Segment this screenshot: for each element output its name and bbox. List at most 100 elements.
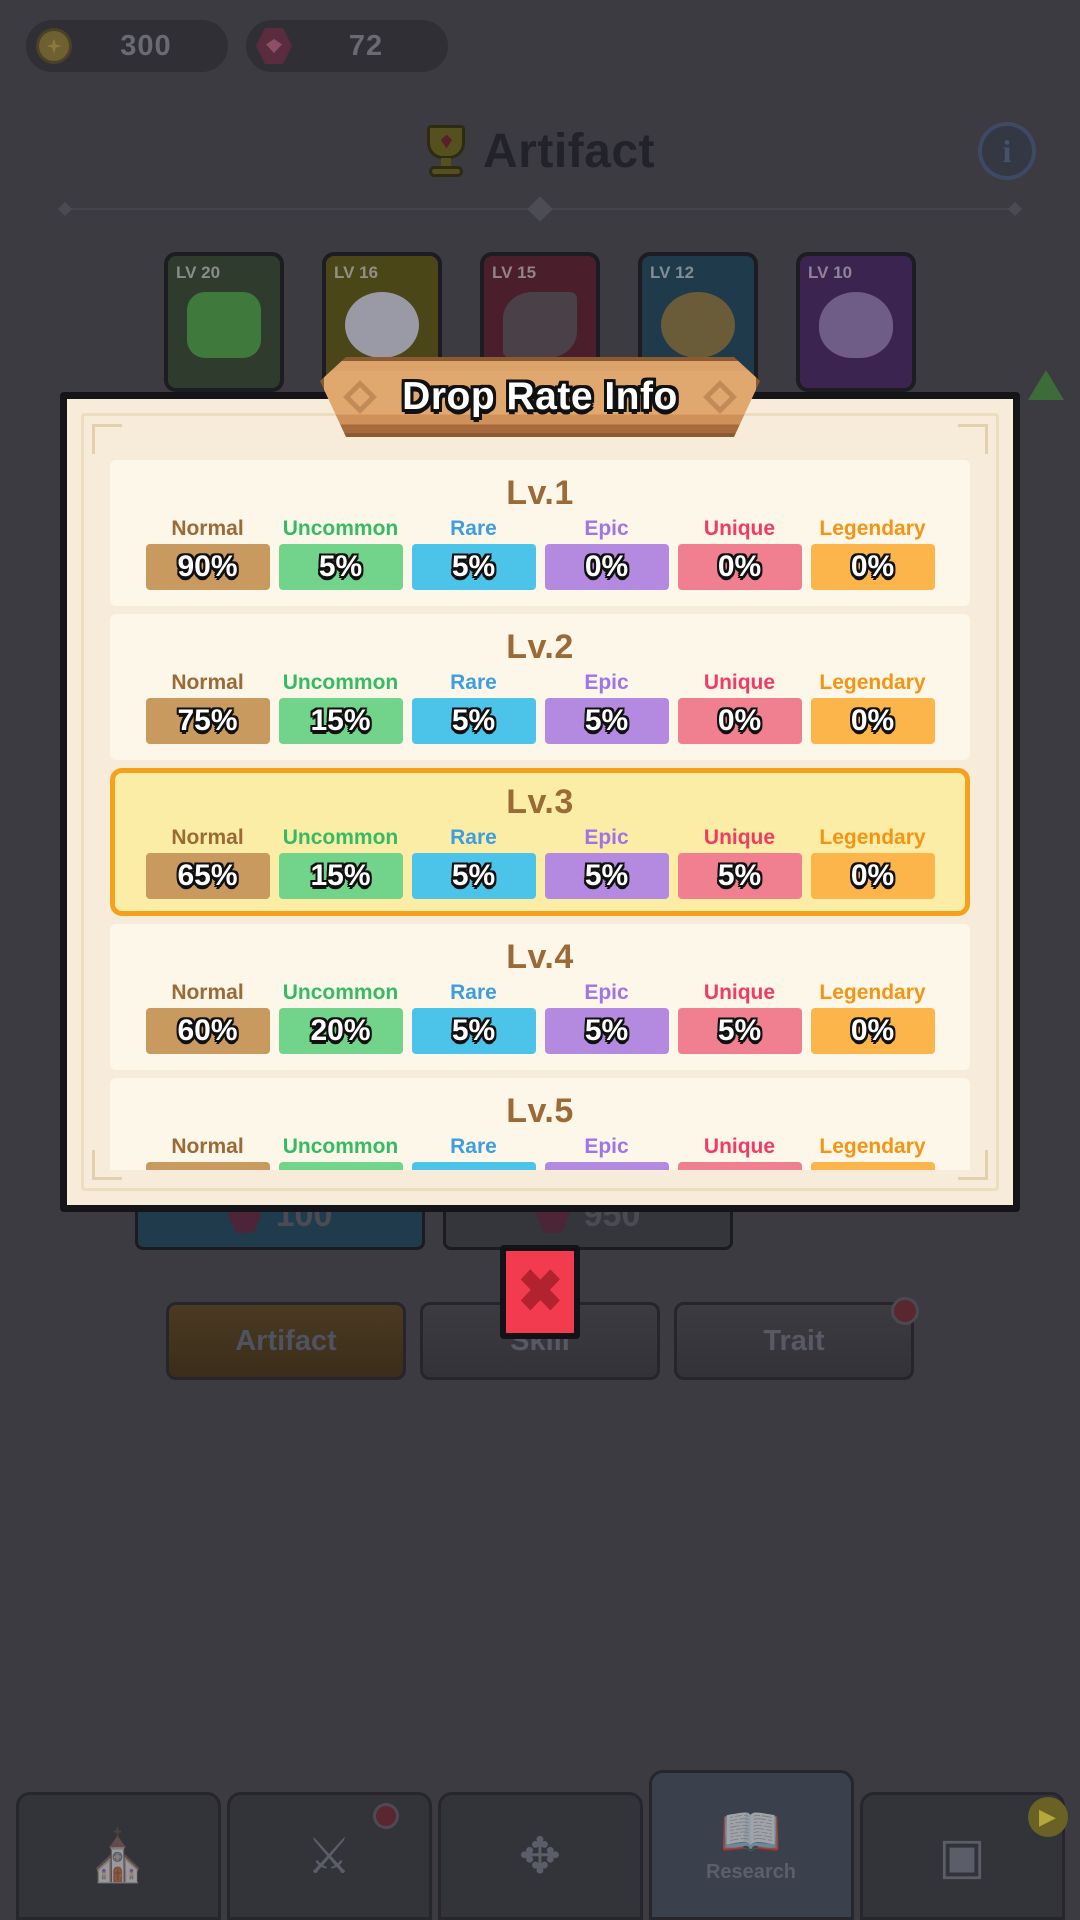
rarity-name: Unique <box>703 826 776 849</box>
rarity-column-unique: Unique 0% <box>677 671 802 744</box>
mirror-icon <box>819 291 893 358</box>
rarity-rate-value: 5% <box>677 853 802 899</box>
rarity-rate-value: 5% <box>544 1162 669 1170</box>
rarity-name: Unique <box>703 671 776 694</box>
level-list[interactable]: Lv.1 Normal 90% Uncommon 5% Rare 5% Epic 0% Uniqu… <box>110 460 970 1170</box>
rarity-rate-value: 5% <box>411 544 536 590</box>
category-tab-row: Artifact Skill Trait <box>0 1297 1080 1380</box>
gold-coin-icon <box>36 28 72 64</box>
level-row[interactable]: Lv.5Normal55%Uncommon20%Rare10%Epic5%Uni… <box>110 1078 970 1170</box>
rarity-name: Uncommon <box>282 671 399 694</box>
scroll-up-arrow-icon[interactable] <box>1028 370 1064 400</box>
rarity-grid: Normal 60% Uncommon 20% Rare 5% Epic 5% Unique 5%… <box>110 981 970 1054</box>
rarity-column-rare: Rare 10% <box>411 1135 536 1170</box>
nav-item-weapons[interactable]: ✥ <box>437 1792 643 1920</box>
amulet-icon <box>661 291 735 358</box>
rarity-rate-value: 0% <box>810 698 935 744</box>
notification-dot-icon <box>372 1803 399 1829</box>
close-button[interactable]: ✖ <box>500 1245 580 1339</box>
rarity-name: Epic <box>584 981 629 1004</box>
modal-inner-frame: Lv.1 Normal 90% Uncommon 5% Rare 5% Epic 0% Uniqu… <box>81 413 999 1191</box>
notification-dot-icon <box>891 1297 919 1325</box>
gem-currency-pill[interactable]: 72 <box>246 20 448 72</box>
artifact-card-level: LV 15 <box>492 263 537 282</box>
page-title: Artifact <box>482 125 656 178</box>
rarity-name: Rare <box>450 826 497 849</box>
artifact-card[interactable]: LV 10 <box>796 252 916 392</box>
level-row[interactable]: Lv.1 Normal 90% Uncommon 5% Rare 5% Epic 0% Uniqu… <box>110 460 970 606</box>
rarity-name: Uncommon <box>282 981 399 1004</box>
gold-amount: 300 <box>120 29 172 62</box>
rarity-name: Legendary <box>819 671 926 694</box>
rarity-grid: Normal 65% Uncommon 15% Rare 5% Epic 5% Unique 5%… <box>115 826 965 899</box>
rarity-name: Normal <box>171 1135 244 1158</box>
corner-ornament <box>92 424 122 454</box>
chest-icon: ▣ <box>938 1828 986 1884</box>
nav-item-chest[interactable]: ▣ ▶ <box>859 1792 1068 1920</box>
rarity-name: Uncommon <box>282 1135 399 1158</box>
rarity-rate-value: 75% <box>145 698 270 744</box>
rarity-name: Epic <box>584 671 629 694</box>
rarity-rate-value: 65% <box>145 853 270 899</box>
level-row[interactable]: Lv.4 Normal 60% Uncommon 20% Rare 5% Epic 5% Uniq… <box>110 924 970 1070</box>
rarity-column-uncommon: Uncommon 20% <box>278 1135 403 1170</box>
equip-icon: ⚔ <box>306 1828 352 1884</box>
close-icon: ✖ <box>516 1259 564 1324</box>
rarity-column-uncommon: Uncommon 15% <box>278 826 403 899</box>
modal-title-banner: Drop Rate Info <box>320 357 760 437</box>
info-icon[interactable]: i <box>978 122 1036 180</box>
tab-trait[interactable]: Trait <box>674 1297 919 1380</box>
rarity-name: Legendary <box>819 826 926 849</box>
rarity-grid: Normal 75% Uncommon 15% Rare 5% Epic 5% Unique 0%… <box>110 671 970 744</box>
rarity-rate-value: 0% <box>810 1162 935 1170</box>
divider-diamond-icon <box>527 196 553 222</box>
level-row[interactable]: Lv.3 Normal 65% Uncommon 15% Rare 5% Epic 5% Uniq… <box>110 768 970 916</box>
book-icon: 📖 <box>719 1803 783 1860</box>
diamond-ornament-icon <box>703 380 737 414</box>
rarity-rate-value: 0% <box>810 853 935 899</box>
rarity-rate-value: 15% <box>278 853 403 899</box>
info-icon-glyph: i <box>1002 132 1012 169</box>
rarity-name: Normal <box>171 517 244 540</box>
rarity-column-normal: Normal 65% <box>145 826 270 899</box>
rarity-column-uncommon: Uncommon 20% <box>278 981 403 1054</box>
nav-item-research-label: Research <box>705 1860 797 1883</box>
rarity-column-legendary: Legendary 0% <box>810 1135 935 1170</box>
rarity-column-uncommon: Uncommon 5% <box>278 517 403 590</box>
rarity-column-normal: Normal 60% <box>145 981 270 1054</box>
rarity-name: Rare <box>450 1135 497 1158</box>
tab-artifact[interactable]: Artifact <box>166 1302 406 1380</box>
rarity-column-legendary: Legendary 0% <box>810 517 935 590</box>
rarity-rate-value: 60% <box>145 1008 270 1054</box>
nav-item-research[interactable]: 📖 Research <box>648 1770 854 1920</box>
rarity-name: Epic <box>584 1135 629 1158</box>
rarity-column-epic: Epic 5% <box>544 826 669 899</box>
rarity-column-legendary: Legendary 0% <box>810 981 935 1054</box>
rarity-column-normal: Normal 55% <box>145 1135 270 1170</box>
corner-ornament <box>958 424 988 454</box>
rarity-rate-value: 5% <box>677 1162 802 1170</box>
rarity-column-legendary: Legendary 0% <box>810 671 935 744</box>
rarity-name: Normal <box>171 981 244 1004</box>
rarity-name: Epic <box>584 517 629 540</box>
modal-title: Drop Rate Info <box>402 375 678 418</box>
play-icon[interactable]: ▶ <box>1027 1797 1068 1837</box>
level-row[interactable]: Lv.2 Normal 75% Uncommon 15% Rare 5% Epic 5% Uniq… <box>110 614 970 760</box>
artifact-card[interactable]: LV 20 <box>164 252 284 392</box>
rarity-rate-value: 20% <box>278 1008 403 1054</box>
nav-item-home[interactable]: ⛪ <box>15 1792 221 1920</box>
rarity-rate-value: 0% <box>544 544 669 590</box>
rarity-column-epic: Epic 0% <box>544 517 669 590</box>
rarity-column-epic: Epic 5% <box>544 1135 669 1170</box>
rarity-rate-value: 5% <box>411 1008 536 1054</box>
rarity-name: Rare <box>450 671 497 694</box>
rarity-name: Normal <box>171 826 244 849</box>
rarity-name: Legendary <box>819 981 926 1004</box>
gold-currency-pill[interactable]: 300 <box>26 20 228 72</box>
nav-item-equip[interactable]: ⚔ <box>226 1792 432 1920</box>
rarity-grid: Normal 55% Uncommon 20% Rare 10% Epic 5% Unique 5… <box>110 1135 970 1170</box>
rarity-column-unique: Unique 5% <box>677 981 802 1054</box>
rarity-grid: Normal 90% Uncommon 5% Rare 5% Epic 0% Unique 0% L… <box>110 517 970 590</box>
rarity-name: Epic <box>584 826 629 849</box>
rarity-rate-value: 5% <box>544 698 669 744</box>
